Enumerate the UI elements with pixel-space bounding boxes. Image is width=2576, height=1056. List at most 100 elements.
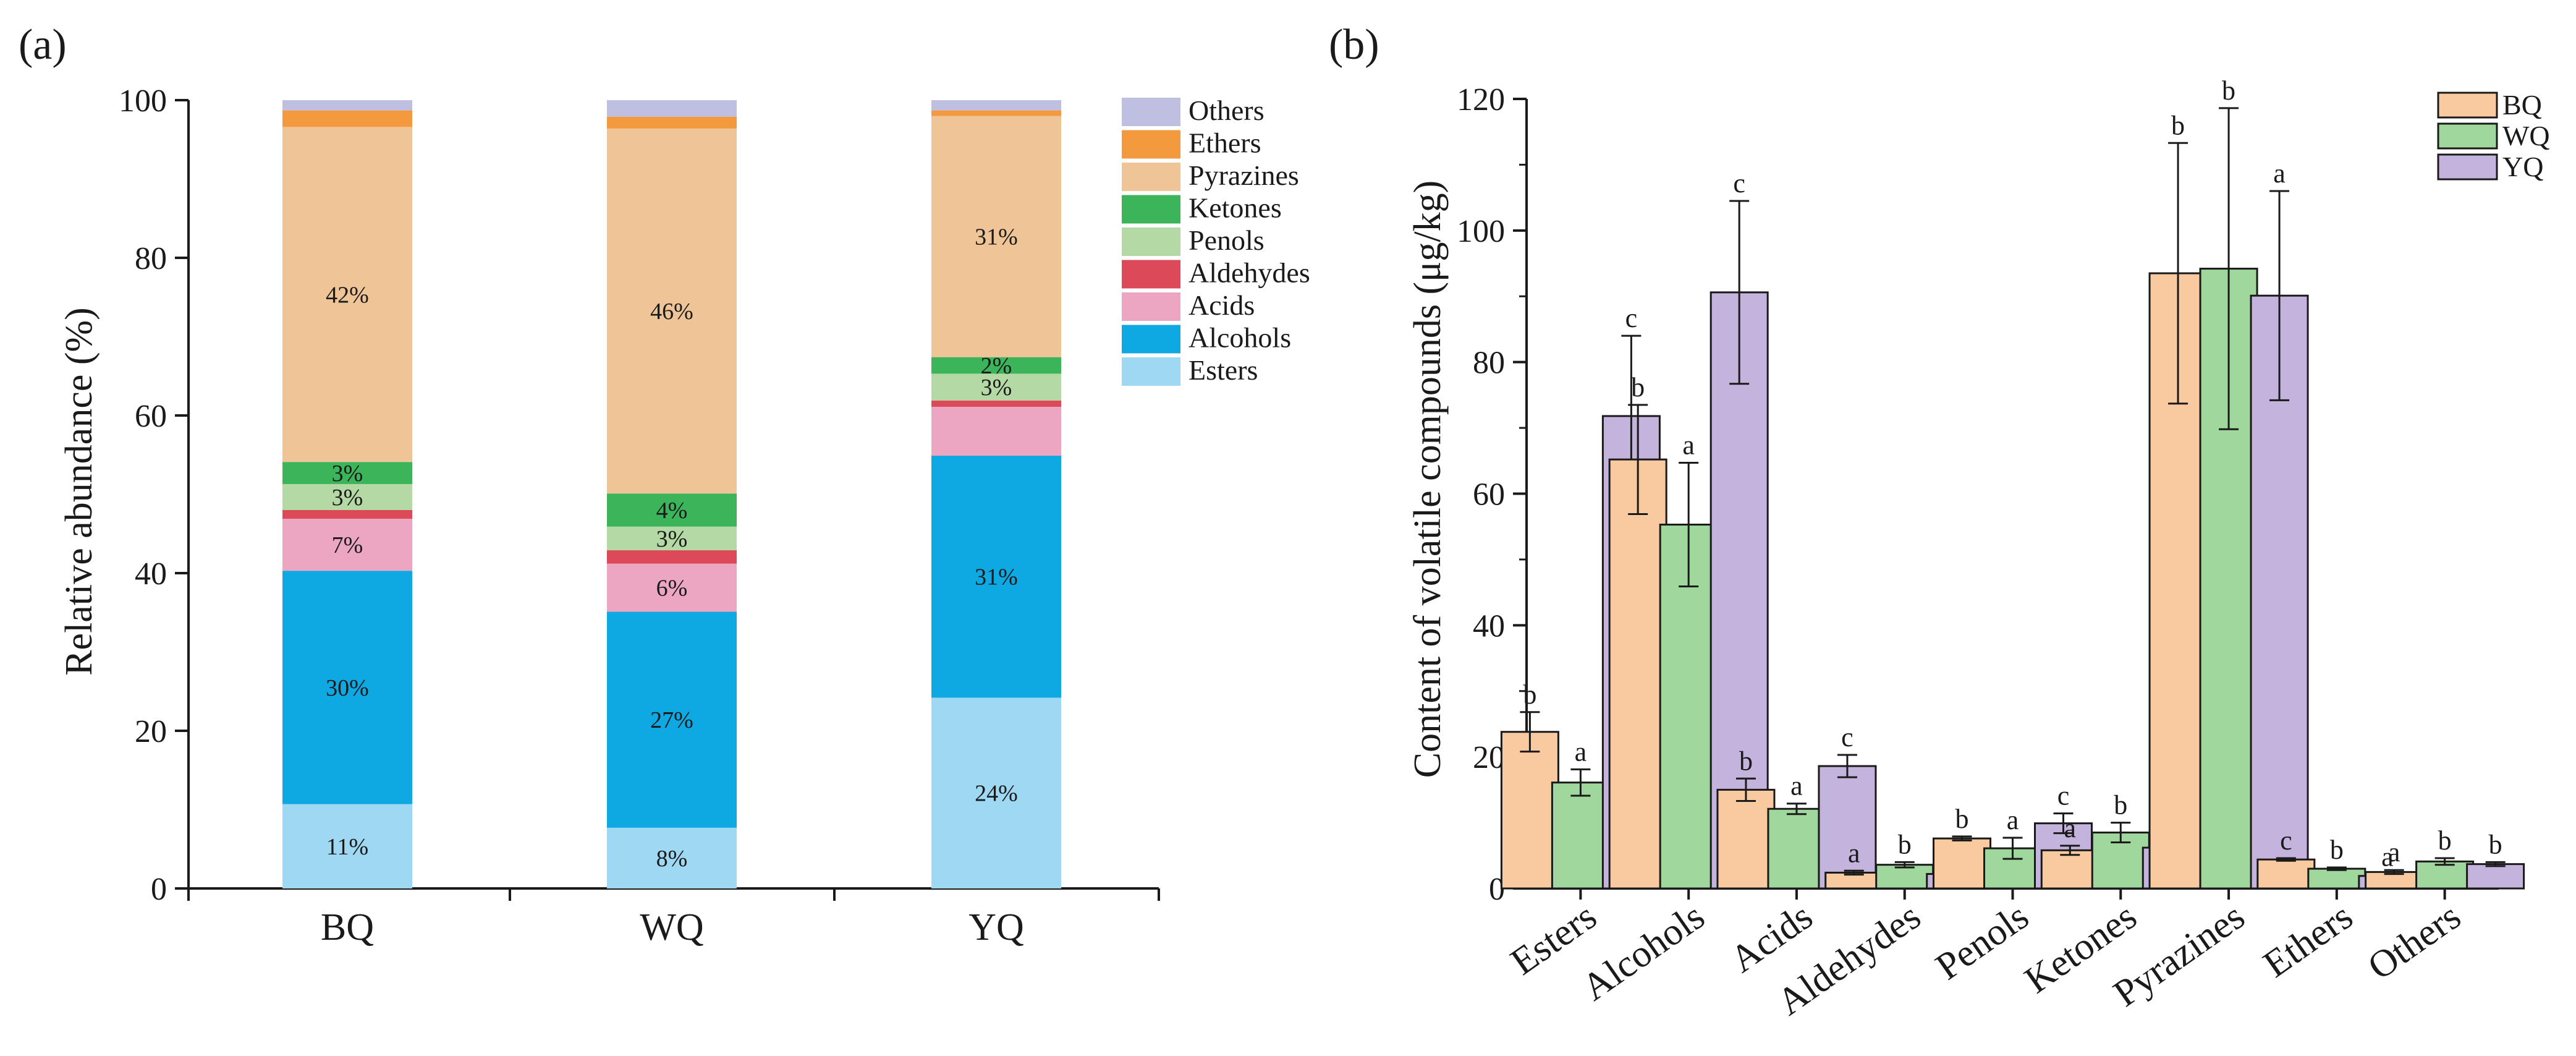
y-tick-label: 20	[1473, 740, 1505, 775]
stacked-segment-ketones	[607, 493, 737, 527]
significance-letter: c	[1733, 168, 1745, 198]
stacked-segment-others	[607, 100, 737, 117]
stacked-segment-penols	[931, 373, 1061, 401]
bar-bq	[1933, 837, 1991, 890]
y-tick-label: 0	[151, 872, 167, 907]
stacked-segment-ethers	[282, 110, 412, 127]
panel-a-stacked-chart: (a) Relative abundance (%) 0 20 40 60 80 100 1…	[19, 21, 1310, 948]
legend-entry-esters: Esters	[1188, 354, 1258, 386]
stacked-segment-alcohols	[931, 456, 1061, 698]
legend-swatch-bq	[2437, 92, 2498, 119]
y-tick-label: 120	[1457, 82, 1505, 117]
legend-swatch-wq	[2437, 122, 2498, 150]
significance-letter: c	[1625, 303, 1638, 333]
segment-data-label: 7%	[332, 532, 363, 558]
segment-data-label: 27%	[650, 707, 693, 733]
significance-letter: a	[2007, 805, 2019, 835]
segment-data-label: 24%	[975, 781, 1018, 807]
panel-b-grouped-chart: (b) Content of volatile compounds (μg/kg…	[1329, 21, 2550, 1024]
panel-a-label: (a)	[19, 21, 67, 69]
legend-entry-pyrazines: Pyrazines	[1188, 160, 1299, 191]
legend-entry-acids: Acids	[1188, 289, 1255, 321]
significance-letter: b	[2330, 835, 2344, 865]
significance-letter: a	[2064, 813, 2077, 843]
stacked-segment-penols	[282, 483, 412, 510]
significance-letter: c	[2280, 825, 2292, 856]
legend-entry-aldehydes: Aldehydes	[1188, 257, 1310, 289]
bar-bq	[1608, 458, 1667, 890]
significance-letter: a	[1790, 771, 1803, 801]
stacked-segment-ethers	[607, 116, 737, 129]
bar-bq	[2040, 849, 2099, 890]
y-tick-label: 60	[135, 399, 167, 434]
panel-b-y-axis-title: Content of volatile compounds (μg/kg)	[1407, 181, 1449, 778]
stacked-segment-pyrazines	[931, 116, 1061, 357]
stacked-segment-ketones	[282, 462, 412, 484]
legend-swatch-acids	[1122, 292, 1180, 321]
significance-letter: a	[1575, 736, 1587, 767]
segment-data-label: 4%	[656, 498, 688, 524]
significance-letter: b	[2222, 75, 2235, 106]
segment-data-label: 31%	[975, 564, 1018, 590]
bar-bq	[1500, 731, 1559, 890]
segment-data-label: 3%	[332, 485, 363, 511]
legend-swatch-penols	[1122, 228, 1180, 256]
significance-letter: a	[2273, 158, 2286, 189]
segment-data-label: 3%	[656, 526, 688, 552]
significance-letter: b	[2489, 829, 2502, 859]
segment-data-label: 42%	[326, 282, 369, 308]
significance-letter: a	[1848, 838, 1860, 868]
x-category-label: YQ	[968, 906, 1024, 948]
x-category-label: Others	[2360, 895, 2468, 989]
legend-swatch-yq	[2437, 153, 2498, 181]
legend-entry-ethers: Ethers	[1188, 127, 1261, 159]
segment-data-label: 46%	[650, 299, 693, 325]
significance-letter: c	[1841, 722, 1854, 752]
significance-letter: a	[2388, 837, 2400, 867]
bar-bq	[2256, 858, 2316, 890]
panel-b-label: (b)	[1329, 21, 1379, 69]
legend-entry-others: Others	[1188, 95, 1265, 126]
y-tick-label: 100	[1457, 214, 1505, 249]
significance-letter: b	[1898, 829, 1912, 859]
stacked-segment-acids	[282, 519, 412, 571]
significance-letter: b	[2114, 790, 2127, 820]
y-tick-label: 100	[119, 83, 167, 119]
x-category-label: WQ	[640, 906, 703, 948]
significance-letter: b	[2171, 110, 2185, 140]
significance-letter: c	[2057, 781, 2070, 811]
legend-entry-wq: WQ	[2502, 120, 2550, 151]
significance-letter: b	[1631, 372, 1645, 402]
segment-data-label: 31%	[975, 224, 1018, 250]
segment-data-label: 2%	[981, 353, 1012, 379]
bar-bq	[1716, 788, 1776, 890]
stacked-segment-ketones	[931, 357, 1061, 374]
y-tick-label: 80	[135, 241, 167, 276]
y-tick-label: 20	[135, 714, 167, 749]
stacked-segment-others	[931, 100, 1061, 111]
significance-letter: a	[1682, 430, 1695, 460]
stacked-segment-aldehydes	[931, 400, 1061, 407]
x-category-label: BQ	[321, 906, 374, 948]
y-tick-label: 80	[1473, 346, 1505, 381]
legend-entry-penols: Penols	[1188, 224, 1265, 256]
y-tick-label: 40	[1473, 608, 1505, 644]
stacked-segment-acids	[931, 406, 1061, 456]
significance-letter: b	[1955, 804, 1969, 834]
legend-swatch-others	[1122, 98, 1180, 126]
y-tick-label: 40	[135, 556, 167, 592]
stacked-segment-pyrazines	[607, 128, 737, 494]
bar-wq	[2307, 867, 2366, 890]
legend-swatch-aldehydes	[1122, 260, 1180, 289]
x-category-label: Penols	[1928, 895, 2036, 989]
significance-letter: b	[2438, 825, 2452, 856]
segment-data-label: 8%	[656, 846, 688, 872]
legend-swatch-esters	[1122, 357, 1180, 386]
legend-swatch-alcohols	[1122, 325, 1180, 354]
legend-swatch-ethers	[1122, 130, 1180, 159]
legend-swatch-pyrazines	[1122, 163, 1180, 191]
stacked-segment-acids	[607, 563, 737, 612]
legend-entry-alcohols: Alcohols	[1188, 322, 1291, 354]
panel-a-y-axis-title: Relative abundance (%)	[58, 307, 100, 676]
